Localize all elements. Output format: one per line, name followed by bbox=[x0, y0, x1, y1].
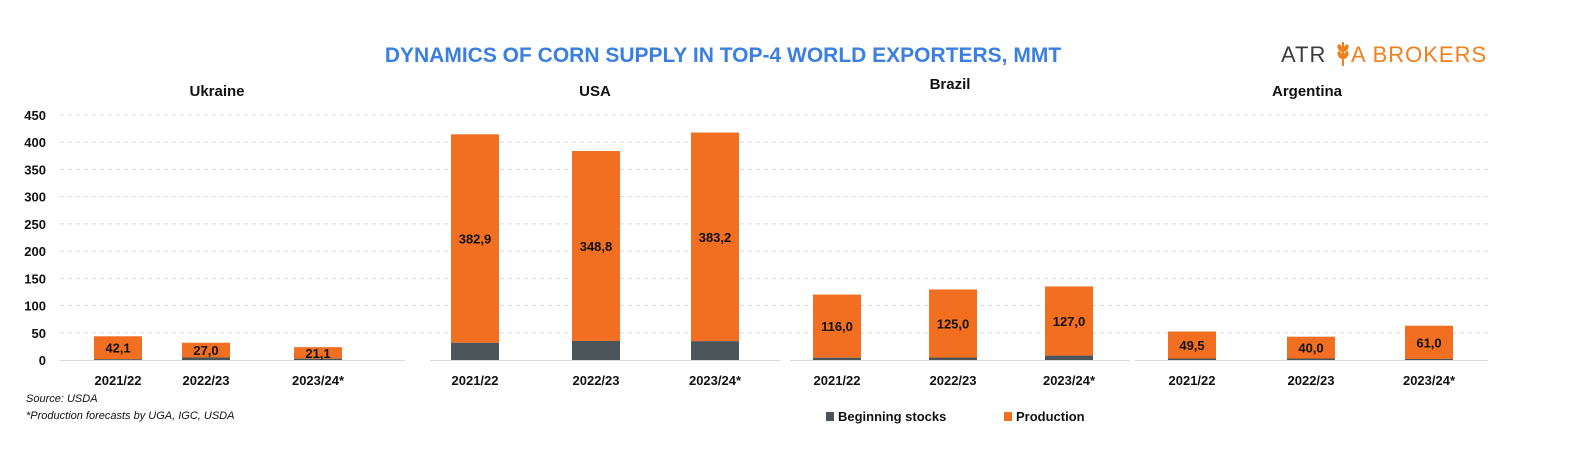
bar-production bbox=[94, 336, 142, 360]
bar-value-label: 49,5 bbox=[1179, 338, 1204, 353]
y-tick-label: 150 bbox=[24, 271, 46, 286]
bar-production bbox=[1045, 286, 1093, 356]
x-tick-label: 2021/22 bbox=[95, 373, 142, 388]
logo-wheat-letter: I bbox=[1340, 42, 1346, 67]
bar-beginning-stocks bbox=[929, 357, 977, 360]
y-tick-label: 400 bbox=[24, 135, 46, 150]
panel-title: Ukraine bbox=[189, 83, 244, 100]
x-tick-label: 2021/22 bbox=[1169, 373, 1216, 388]
legend-label-production: Production bbox=[1016, 409, 1085, 424]
bar-production bbox=[1405, 325, 1453, 359]
x-tick-label: 2023/24* bbox=[1043, 373, 1096, 388]
y-tick-label: 0 bbox=[39, 353, 46, 368]
y-tick-label: 250 bbox=[24, 217, 46, 232]
source-note: Source: USDA bbox=[26, 393, 98, 405]
bar-beginning-stocks bbox=[94, 359, 142, 360]
bar-value-label: 348,8 bbox=[580, 239, 613, 254]
bar-value-label: 127,0 bbox=[1053, 314, 1086, 329]
legend-swatch-production bbox=[1004, 412, 1012, 421]
bar-production bbox=[1168, 331, 1216, 359]
bar-value-label: 61,0 bbox=[1416, 335, 1441, 350]
x-tick-label: 2021/22 bbox=[452, 373, 499, 388]
logo: ATR I A BROKERS bbox=[1281, 42, 1487, 67]
bar-value-label: 21,1 bbox=[305, 346, 330, 361]
bar-value-label: 382,9 bbox=[459, 232, 492, 247]
logo-text-part2: A BROKERS bbox=[1351, 42, 1487, 67]
bar-beginning-stocks bbox=[1045, 355, 1093, 360]
bar-beginning-stocks bbox=[1287, 358, 1335, 360]
y-tick-label: 200 bbox=[24, 244, 46, 259]
panel-brazil: Brazil 116,0 2021/22 125,0 2022/23 127,0 2023/… bbox=[790, 76, 1130, 388]
bar-beginning-stocks bbox=[1168, 358, 1216, 360]
panel-usa: USA 382,9 2021/22 348,8 2022/23 383,2 2023/24* bbox=[430, 83, 780, 388]
x-tick-label: 2022/23 bbox=[573, 373, 620, 388]
x-tick-label: 2021/22 bbox=[814, 373, 861, 388]
gridlines bbox=[60, 114, 1488, 334]
bar-value-label: 42,1 bbox=[105, 341, 130, 356]
bar-production bbox=[572, 151, 620, 341]
y-tick-label: 50 bbox=[32, 326, 46, 341]
bar-production bbox=[813, 294, 861, 358]
x-tick-label: 2023/24* bbox=[689, 373, 742, 388]
bar-beginning-stocks bbox=[294, 358, 342, 360]
x-tick-label: 2023/24* bbox=[292, 373, 345, 388]
bar-beginning-stocks bbox=[691, 341, 739, 360]
x-tick-label: 2022/23 bbox=[1288, 373, 1335, 388]
y-tick-label: 350 bbox=[24, 162, 46, 177]
legend: Beginning stocks Production bbox=[826, 409, 1085, 424]
y-tick-label: 300 bbox=[24, 190, 46, 205]
legend-swatch-beginning-stocks bbox=[826, 412, 834, 421]
chart-title: DYNAMICS OF CORN SUPPLY IN TOP-4 WORLD E… bbox=[385, 44, 1062, 67]
x-tick-label: 2022/23 bbox=[930, 373, 977, 388]
bar-production bbox=[182, 342, 230, 358]
bar-production bbox=[929, 289, 977, 358]
panel-title: Argentina bbox=[1272, 83, 1343, 100]
panel-title: USA bbox=[579, 83, 611, 100]
bar-production bbox=[294, 347, 342, 359]
bar-value-label: 40,0 bbox=[1298, 341, 1323, 356]
bar-production bbox=[691, 132, 739, 342]
bar-beginning-stocks bbox=[451, 342, 499, 360]
bar-value-label: 125,0 bbox=[937, 317, 970, 332]
wheat-icon: I bbox=[1337, 42, 1349, 67]
bar-value-label: 383,2 bbox=[699, 230, 732, 245]
logo-text-part1: ATR bbox=[1281, 42, 1326, 67]
bar-value-label: 27,0 bbox=[193, 343, 218, 358]
bar-beginning-stocks bbox=[572, 340, 620, 360]
bar-production bbox=[451, 134, 499, 343]
bar-value-label: 116,0 bbox=[821, 319, 853, 334]
panel-title: Brazil bbox=[930, 76, 971, 93]
bar-beginning-stocks bbox=[1405, 358, 1453, 360]
panel-ukraine: Ukraine 42,1 2021/22 27,0 2022/23 21,1 2023/24… bbox=[60, 83, 405, 388]
x-tick-label: 2023/24* bbox=[1403, 373, 1456, 388]
forecast-note: *Production forecasts by UGA, IGC, USDA bbox=[26, 410, 234, 422]
x-tick-label: 2022/23 bbox=[183, 373, 230, 388]
legend-label-beginning-stocks: Beginning stocks bbox=[838, 409, 946, 424]
bar-production bbox=[1287, 336, 1335, 359]
bar-beginning-stocks bbox=[182, 357, 230, 360]
y-tick-label: 450 bbox=[24, 108, 46, 123]
y-axis: 0 50 100 150 200 250 300 350 400 450 bbox=[24, 108, 46, 368]
chart-panels: Ukraine 42,1 2021/22 27,0 2022/23 21,1 2023/24… bbox=[60, 76, 1488, 388]
panel-argentina: Argentina 49,5 2021/22 40,0 2022/23 61,0 2023/… bbox=[1135, 83, 1488, 388]
y-tick-label: 100 bbox=[24, 299, 46, 314]
bar-beginning-stocks bbox=[813, 357, 861, 360]
